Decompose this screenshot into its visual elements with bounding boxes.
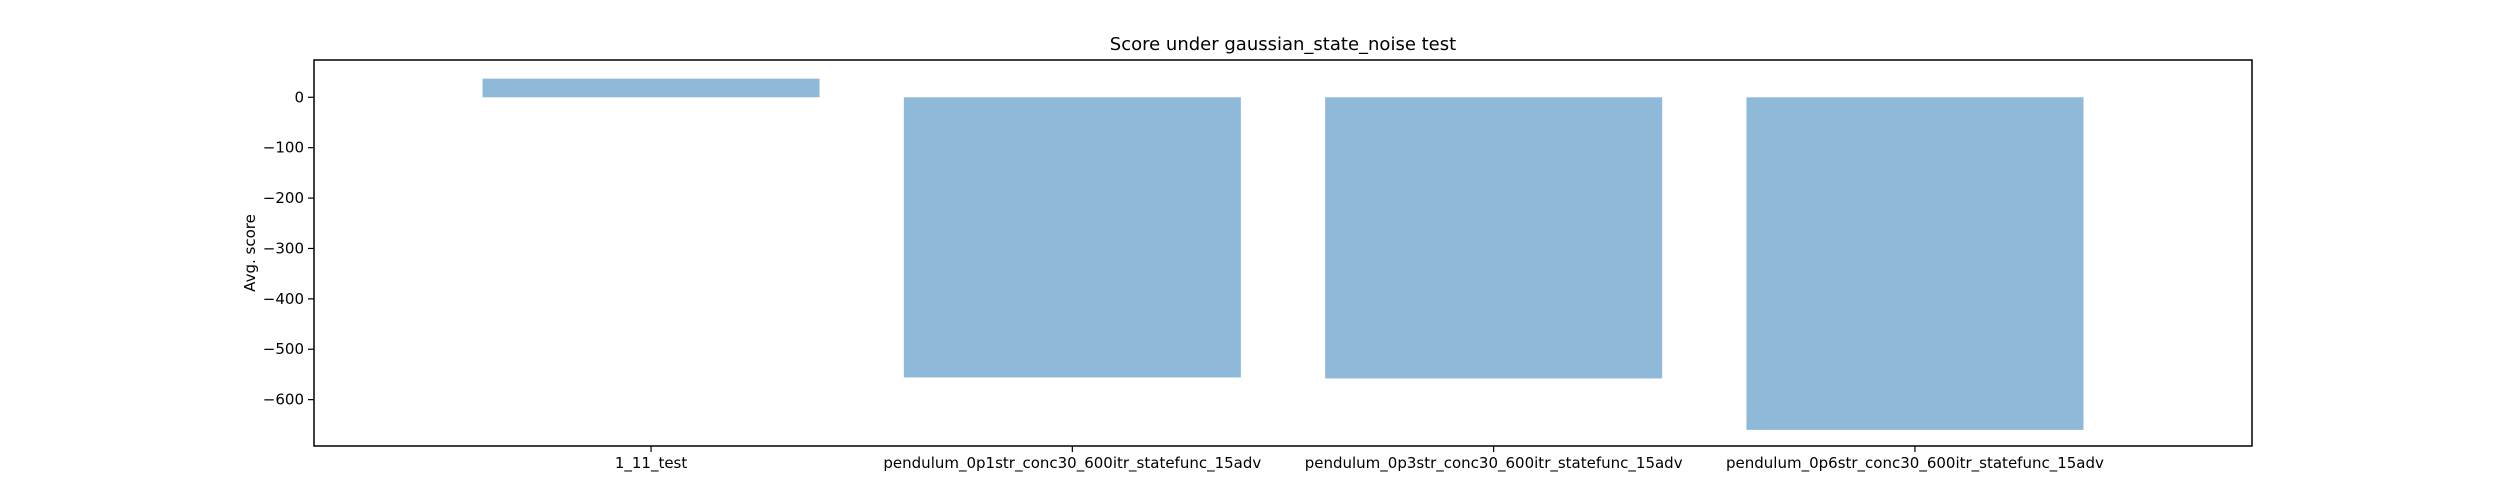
y-tick-label: −200 xyxy=(263,189,304,207)
x-tick-label: pendulum_0p3str_conc30_600itr_statefunc_… xyxy=(1305,454,1683,473)
y-tick-label: −400 xyxy=(263,290,304,308)
x-tick-label: pendulum_0p1str_conc30_600itr_statefunc_… xyxy=(883,454,1261,473)
y-axis-label: Avg. score xyxy=(241,214,259,292)
bars-layer xyxy=(482,78,2084,430)
bar-2 xyxy=(903,97,1241,378)
y-axis: 0 −100 −200 −300 −400 −500 −600 xyxy=(263,88,314,409)
plot-area-frame xyxy=(313,59,2253,447)
y-tick-label: −300 xyxy=(263,239,304,257)
y-tick-label: −100 xyxy=(263,139,304,157)
x-tick-label: 1_11_test xyxy=(615,454,688,473)
bar-3 xyxy=(1325,97,1663,379)
y-tick-label: −600 xyxy=(263,391,304,409)
x-axis: 1_11_test pendulum_0p1str_conc30_600itr_s… xyxy=(615,446,2104,473)
y-tick-label: 0 xyxy=(294,88,304,106)
bar-4 xyxy=(1746,97,2084,430)
x-tick-label: pendulum_0p6str_conc30_600itr_statefunc_… xyxy=(1726,454,2104,473)
chart-title: Score under gaussian_state_noise test xyxy=(1110,34,1456,55)
y-tick-label: −500 xyxy=(263,340,304,358)
bar-1 xyxy=(482,78,820,98)
